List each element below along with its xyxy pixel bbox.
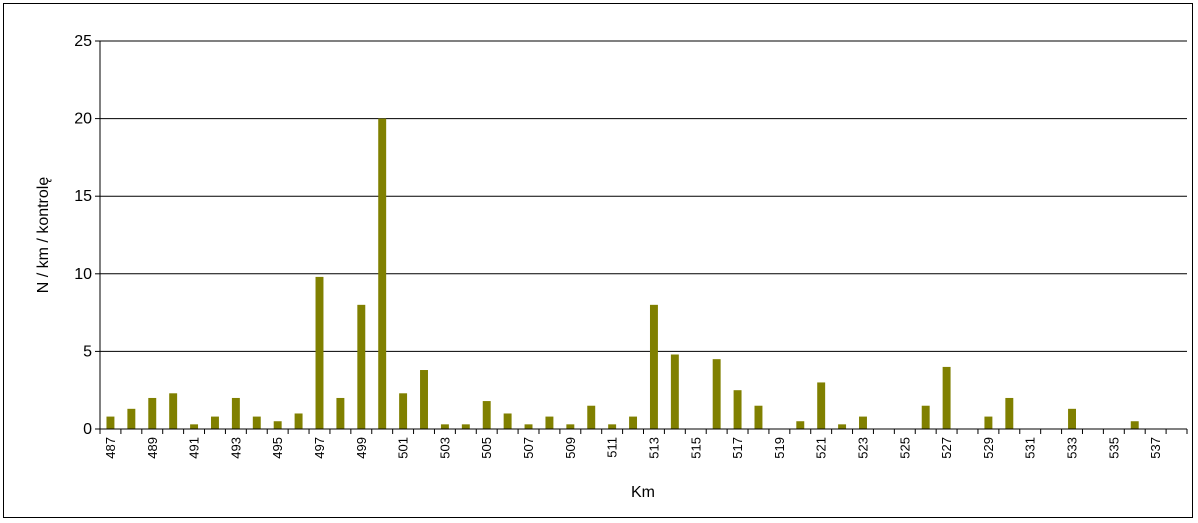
x-tick-label-489: 489: [145, 437, 160, 459]
chart-frame: [3, 3, 1193, 518]
x-tick-label-499: 499: [354, 437, 369, 459]
bar-502: [420, 370, 428, 429]
bar-504: [461, 424, 470, 429]
bar-518: [754, 405, 763, 429]
bar-505: [482, 401, 491, 429]
bar-497: [315, 276, 324, 429]
bar-507: [524, 424, 533, 429]
bar-496: [294, 413, 303, 429]
x-tick-label-517: 517: [730, 437, 745, 459]
bar-488: [127, 408, 136, 429]
y-tick-label-4: 20: [74, 111, 92, 128]
y-tick-label-3: 15: [74, 188, 92, 205]
x-tick-label-487: 487: [103, 437, 118, 459]
x-tick-label-515: 515: [688, 437, 703, 459]
bar-490: [169, 393, 178, 429]
bar-536: [1130, 421, 1139, 429]
bar-521: [817, 382, 826, 429]
y-tick-labels: 0 5 10 15 20 25: [74, 33, 92, 438]
bar-487: [106, 416, 115, 429]
bar-516: [712, 359, 721, 429]
bar-514: [670, 354, 679, 429]
y-tick-label-2: 10: [74, 266, 92, 283]
bar-510: [587, 405, 596, 429]
x-tick-label-503: 503: [437, 437, 452, 459]
bar-495: [273, 421, 282, 429]
x-tick-label-535: 535: [1106, 437, 1121, 459]
x-tick-label-501: 501: [396, 437, 411, 459]
bar-509: [566, 424, 575, 429]
bar-492: [211, 416, 219, 429]
y-tick-label-1: 5: [83, 343, 92, 360]
x-tick-label-521: 521: [814, 437, 829, 459]
y-axis-label: N / km / kontrolę: [35, 177, 52, 294]
bar-517: [733, 390, 742, 429]
x-tick-label-505: 505: [479, 437, 494, 459]
y-tick-label-5: 25: [74, 33, 92, 50]
bar-523: [859, 416, 867, 429]
bar-520: [796, 421, 805, 429]
bar-491: [190, 424, 199, 429]
bar-494: [252, 416, 261, 429]
bar-522: [838, 424, 847, 429]
x-tick-label-513: 513: [646, 437, 661, 459]
x-tick-label-491: 491: [187, 437, 202, 459]
bar-499: [357, 304, 366, 429]
bar-498: [336, 397, 345, 429]
bar-506: [503, 413, 512, 429]
bar-508: [545, 416, 554, 429]
bar-503: [440, 424, 449, 429]
y-tick-label-0: 0: [83, 421, 92, 438]
bar-527: [942, 366, 951, 429]
bar-511: [608, 424, 617, 429]
x-tick-label-523: 523: [855, 437, 870, 459]
x-axis-label: Km: [631, 484, 655, 501]
x-tick-label-533: 533: [1065, 437, 1080, 459]
bar-489: [148, 397, 157, 429]
x-tick-label-529: 529: [981, 437, 996, 459]
bar-493: [231, 397, 240, 429]
bars: [106, 118, 1139, 429]
x-tick-label-531: 531: [1023, 437, 1038, 459]
x-tick-labels: 487 489 491 493 495 497 499 501 503 505 507 509 511 5…: [103, 437, 1163, 459]
x-tick-label-537: 537: [1148, 437, 1163, 459]
bar-526: [921, 405, 930, 429]
x-tick-label-497: 497: [312, 437, 327, 459]
bar-529: [984, 416, 993, 429]
bar-512: [629, 416, 638, 429]
x-tick-label-507: 507: [521, 437, 536, 459]
x-tick-label-511: 511: [605, 437, 620, 458]
bar-533: [1068, 408, 1076, 429]
axes: [99, 41, 1188, 434]
x-tick-label-493: 493: [228, 437, 243, 459]
bar-513: [649, 304, 658, 429]
x-tick-label-525: 525: [897, 437, 912, 459]
x-tick-label-519: 519: [772, 437, 787, 459]
gridlines: [95, 40, 1187, 430]
x-tick-label-495: 495: [270, 437, 285, 459]
x-tick-label-509: 509: [563, 437, 578, 459]
x-tick-label-527: 527: [939, 437, 954, 459]
bar-501: [399, 393, 408, 429]
bar-530: [1005, 397, 1014, 429]
bar-500: [378, 118, 387, 429]
